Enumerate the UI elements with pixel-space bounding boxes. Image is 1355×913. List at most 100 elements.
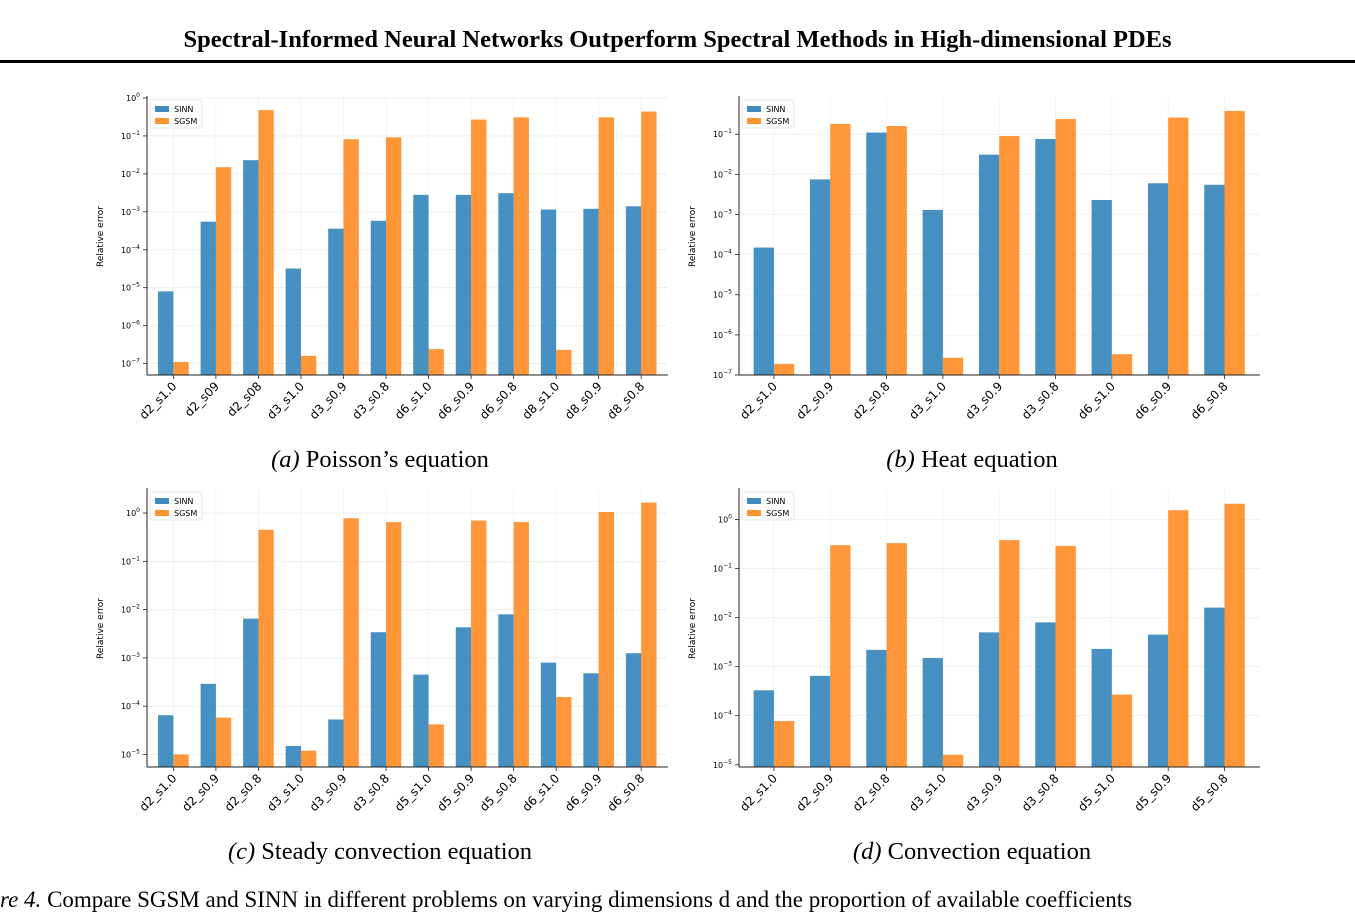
legend-label-sgsm: SGSM: [766, 509, 789, 518]
x-tick-label: d2_s09: [182, 379, 222, 419]
legend-swatch-sgsm: [747, 118, 761, 124]
y-tick-label: 10−1: [713, 563, 732, 574]
bar-sgsm-d6_s0.9: [1168, 117, 1189, 375]
bar-sinn-d2_s0.9: [200, 683, 216, 767]
legend-label-sgsm: SGSM: [174, 117, 197, 126]
bar-sgsm-d2_s0.9: [215, 717, 232, 767]
x-tick-label: d2_s1.0: [737, 379, 780, 422]
bar-sgsm-d3_s0.8: [386, 137, 402, 375]
bar-sgsm-d3_s1.0: [942, 357, 964, 375]
x-tick-label: d6_s0.9: [562, 771, 605, 814]
bar-sgsm-d6_s0.8: [641, 502, 657, 767]
y-tick-label: 10−6: [713, 329, 732, 340]
figure-caption-label: re 4.: [0, 887, 42, 912]
x-tick-label: d2_s0.8: [850, 771, 893, 814]
y-tick-label: 100: [126, 92, 140, 103]
bar-sgsm-d5_s0.8: [513, 522, 529, 767]
x-tick-label: d6_s0.9: [434, 379, 477, 422]
bar-sgsm-d2_s1.0: [173, 362, 189, 375]
bar-sgsm-d2_s08: [258, 110, 274, 375]
y-tick-label: 10−4: [121, 244, 140, 255]
y-tick-label: 10−5: [713, 289, 732, 300]
legend-label-sgsm: SGSM: [766, 117, 789, 126]
x-tick-label: d5_s1.0: [1075, 771, 1118, 814]
caption-a-label: (a): [271, 446, 300, 473]
bar-sinn-d3_s0.9: [978, 154, 1000, 375]
y-axis-label: Relative error: [688, 598, 698, 659]
bar-sgsm-d2_s0.9: [830, 545, 851, 767]
y-tick-label: 10−2: [121, 604, 140, 615]
bar-sgsm-d6_s0.8: [1224, 110, 1245, 375]
bar-sgsm-d5_s0.8: [1224, 503, 1245, 767]
x-tick-label: d3_s1.0: [906, 379, 949, 422]
y-axis-label: Relative error: [96, 598, 106, 659]
x-tick-label: d3_s0.8: [1019, 379, 1062, 422]
x-tick-label: d3_s0.9: [307, 379, 350, 422]
x-tick-label: d2_s1.0: [137, 771, 180, 814]
bar-sgsm-d5_s0.9: [1168, 510, 1189, 767]
bar-sgsm-d3_s0.8: [386, 522, 402, 767]
bar-sgsm-d6_s0.9: [598, 512, 614, 767]
bar-sgsm-d2_s0.8: [886, 126, 907, 375]
bar-sinn-d6_s1.0: [413, 194, 429, 375]
bar-sgsm-d2_s0.8: [886, 543, 907, 767]
x-tick-label: d2_s0.9: [794, 379, 837, 422]
y-axis-label: Relative error: [688, 206, 698, 267]
bar-sinn-d2_s09: [200, 221, 216, 375]
chart-d-svg: 10−5 10−4 10−3 10−2 10−1 100 Relative error d2_…: [688, 488, 1260, 814]
chart-a-svg: 10−7 10−6 10−5 10−4 10−3 10−2 10−1 100 Relative …: [96, 92, 668, 422]
x-tick-label: d3_s1.0: [264, 771, 307, 814]
bar-sgsm-d3_s1.0: [942, 754, 964, 767]
x-tick-label: d8_s0.9: [562, 379, 605, 422]
legend: SINN SGSM: [149, 491, 203, 521]
bar-sgsm-d6_s1.0: [1111, 354, 1133, 375]
bar-sinn-d3_s0.8: [370, 632, 387, 767]
x-tick-label: d6_s1.0: [519, 771, 562, 814]
bar-sinn-d5_s0.8: [498, 614, 514, 767]
caption-d-label: (d): [852, 838, 882, 865]
bar-sinn-d2_s0.8: [243, 618, 259, 767]
bar-sgsm-d5_s0.9: [471, 520, 487, 767]
x-tick-label: d2_s0.9: [179, 771, 222, 814]
bar-sinn-d6_s0.9: [583, 673, 599, 767]
y-tick-label: 10−4: [121, 700, 140, 711]
x-tick-label: d6_s0.8: [604, 771, 647, 814]
bar-sgsm-d3_s0.8: [1055, 118, 1076, 375]
y-tick-label: 10−6: [121, 320, 140, 331]
chart-b-svg: 10−7 10−6 10−5 10−4 10−3 10−2 10−1 Relative err…: [688, 96, 1260, 422]
bar-sinn-d2_s0.8: [866, 649, 887, 767]
bar-sgsm-d6_s1.0: [556, 696, 572, 767]
y-tick-label: 10−3: [121, 206, 140, 217]
legend-label-sinn: SINN: [174, 497, 193, 506]
subplot-a: 10−7 10−6 10−5 10−4 10−3 10−2 10−1 100 Relative …: [90, 88, 680, 428]
caption-c-label: (c): [227, 838, 256, 865]
x-tick-label: d3_s0.9: [962, 771, 1005, 814]
caption-c: (c) Steady convection equation: [180, 838, 580, 866]
bar-sgsm-d6_s0.9: [471, 119, 487, 375]
bar-sinn-d3_s1.0: [285, 268, 301, 375]
bar-sgsm-d2_s0.8: [258, 529, 274, 767]
x-tick-label: d8_s0.8: [604, 379, 647, 422]
bar-sinn-d2_s1.0: [753, 247, 774, 375]
bar-sinn-d6_s0.9: [1147, 183, 1169, 375]
page-header-title: Spectral-Informed Neural Networks Outper…: [183, 26, 1172, 53]
bar-sgsm-d8_s0.8: [641, 111, 657, 376]
subplot-c: 10−5 10−4 10−3 10−2 10−1 100 Relative error d2_…: [90, 480, 680, 820]
legend-swatch-sinn: [747, 106, 761, 112]
y-axis-label: Relative error: [96, 206, 106, 267]
y-tick-label: 10−7: [121, 358, 140, 369]
subplot-b: 10−7 10−6 10−5 10−4 10−3 10−2 10−1 Relative err…: [682, 88, 1272, 428]
bar-sinn-d5_s0.8: [1204, 607, 1225, 767]
bar-sinn-d2_s1.0: [158, 715, 174, 767]
x-tick-label: d6_s1.0: [392, 379, 435, 422]
bar-sgsm-d2_s1.0: [773, 363, 795, 375]
bar-sgsm-d3_s0.8: [1055, 545, 1076, 767]
legend: SINN SGSM: [741, 491, 795, 521]
caption-d: (d) Convection equation: [772, 838, 1172, 866]
bar-sgsm-d3_s1.0: [300, 750, 317, 767]
bar-sgsm-d3_s0.9: [999, 540, 1020, 767]
y-tick-label: 10−7: [713, 369, 732, 380]
legend-swatch-sinn: [155, 498, 169, 504]
caption-c-text: Steady convection equation: [261, 838, 533, 865]
bar-sinn-d8_s1.0: [540, 209, 557, 375]
